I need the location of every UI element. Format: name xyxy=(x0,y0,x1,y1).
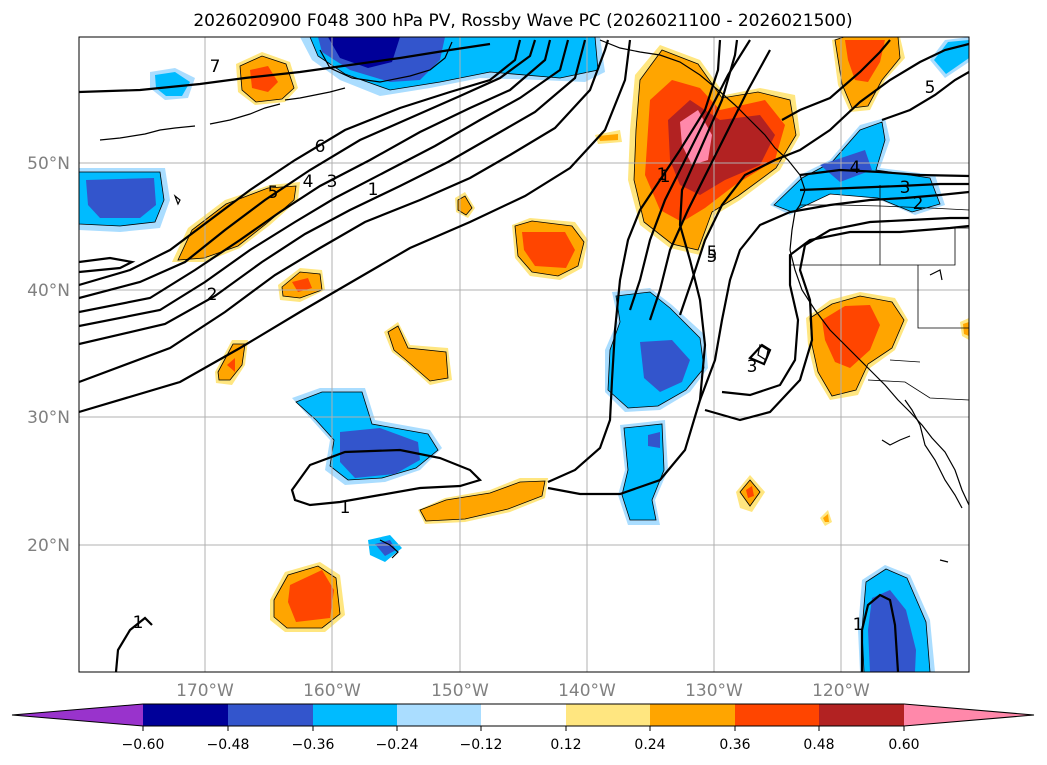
colorbar-bin-zero xyxy=(481,704,567,726)
neg-anomaly-hawaii xyxy=(368,535,402,562)
colorbar-tick-label: 0.60 xyxy=(888,737,919,753)
pos-anomaly-top-right xyxy=(832,37,905,112)
colorbar-tick-label: −0.48 xyxy=(207,737,250,753)
colorbar: −0.60 −0.48 −0.36 −0.24 −0.12 0.12 0.24 … xyxy=(11,703,1035,753)
lat-label: 40°N xyxy=(27,281,70,301)
map-frame xyxy=(78,36,970,673)
contour-label: 1 xyxy=(660,167,671,187)
colorbar-bin-n024 xyxy=(397,704,483,726)
pos-anomaly-tiny-5 xyxy=(736,475,765,512)
colorbar-tick-label: 0.24 xyxy=(634,737,665,753)
colorbar-bin-p036 xyxy=(735,704,821,726)
contour-label: 5 xyxy=(268,183,279,203)
colorbar-bin-p048 xyxy=(819,704,905,726)
colorbar-bin-p024 xyxy=(650,704,736,726)
colorbar-tick-label: 0.36 xyxy=(719,737,750,753)
contour-label: 3 xyxy=(747,357,758,377)
pos-anomaly-tiny-6 xyxy=(820,510,832,526)
contour-label: 1 xyxy=(657,165,668,185)
colorbar-tick-label: −0.36 xyxy=(292,737,335,753)
contour-label: 3 xyxy=(900,178,911,198)
colorbar-extend-min xyxy=(12,704,143,726)
contour-label: 4 xyxy=(303,172,314,192)
contour-label: 2 xyxy=(207,285,218,305)
contour-label: 1 xyxy=(340,498,351,518)
lon-label: 120°W xyxy=(812,681,870,701)
contour-label: 5 xyxy=(707,247,718,267)
colorbar-bin-n060 xyxy=(143,704,229,726)
colorbar-tick-label: 0.48 xyxy=(803,737,834,753)
pos-anomaly-central xyxy=(512,218,588,280)
colorbar-tick-label: −0.24 xyxy=(376,737,419,753)
contour-label: 2 xyxy=(913,194,924,214)
contour-label: 1 xyxy=(368,180,379,200)
colorbar-bin-n036 xyxy=(313,704,399,726)
colorbar-tick-label: −0.60 xyxy=(122,737,165,753)
contour-label: 7 xyxy=(210,57,221,77)
colorbar-tick-label: −0.12 xyxy=(460,737,503,753)
contour-label: 1 xyxy=(853,615,864,635)
colorbar-bin-p012 xyxy=(566,704,652,726)
colorbar-tick-label: 0.12 xyxy=(550,737,581,753)
contour-label: 4 xyxy=(850,158,861,178)
contour-label: 5 xyxy=(707,243,718,263)
pos-anomaly-south-west xyxy=(270,562,345,632)
pos-anomaly-subtropical-jet xyxy=(418,478,548,524)
contour-label: 5 xyxy=(925,78,936,98)
colorbar-extend-max xyxy=(904,704,1034,726)
coastlines xyxy=(99,39,969,563)
colorbar-bin-n048 xyxy=(228,704,314,726)
gridlines xyxy=(79,37,969,672)
lon-label: 160°W xyxy=(303,681,361,701)
lon-label: 140°W xyxy=(558,681,616,701)
longitude-labels: 170°W 160°W 150°W 140°W 130°W 120°W xyxy=(176,681,870,701)
pos-anomaly-east-edge xyxy=(960,318,969,340)
pos-anomaly-nw-small xyxy=(236,52,298,105)
lon-label: 130°W xyxy=(685,681,743,701)
map-panel: 7 6 5 4 3 1 2 1 5 1 1 5 3 4 3 2 5 1 1 xyxy=(78,36,970,673)
contour-labels: 7 6 5 4 3 1 2 1 5 1 1 5 3 4 3 2 5 1 1 xyxy=(133,57,936,635)
contour-label: 3 xyxy=(327,172,338,192)
lat-label: 50°N xyxy=(27,154,70,174)
lat-label: 30°N xyxy=(27,408,70,428)
latitude-labels: 50°N 40°N 30°N 20°N xyxy=(27,154,70,556)
neg-anomaly-small-nw xyxy=(150,68,195,100)
pos-anomaly-small-west xyxy=(278,268,325,302)
pos-anomaly-tiny-1 xyxy=(215,340,248,385)
lon-label: 170°W xyxy=(176,681,234,701)
contour-label: 6 xyxy=(315,137,326,157)
map-title: 2026020900 F048 300 hPa PV, Rossby Wave … xyxy=(193,11,852,31)
pos-anomaly-california xyxy=(806,292,908,400)
pos-anomaly-tiny-4 xyxy=(595,130,622,144)
contour-label: 1 xyxy=(133,613,144,633)
pos-anomaly-tiny-2 xyxy=(384,322,452,385)
lat-label: 20°N xyxy=(27,536,70,556)
lon-label: 150°W xyxy=(431,681,489,701)
neg-anomaly-west-edge xyxy=(79,168,170,232)
pc-contours xyxy=(79,39,969,672)
colorbar-ticks xyxy=(142,726,905,731)
neg-anomaly-central-trough xyxy=(605,288,708,525)
